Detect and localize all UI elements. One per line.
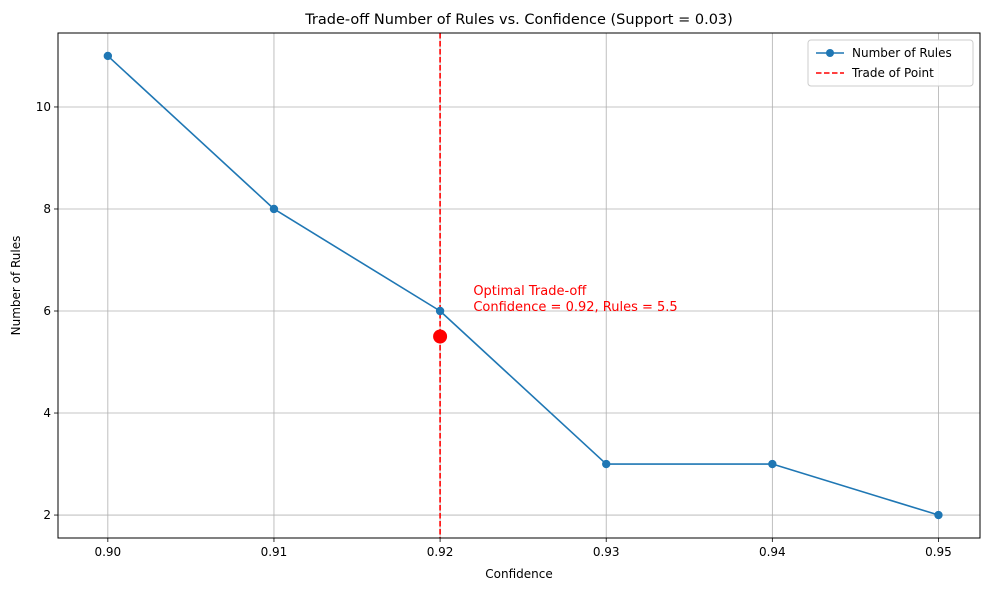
legend-marker-series-dot xyxy=(826,49,834,57)
ticks: 0.90 0.91 0.92 0.93 0.94 0.95 2 4 6 8 10 xyxy=(36,100,952,559)
data-point xyxy=(103,51,113,61)
x-tick-label: 0.95 xyxy=(925,545,952,559)
x-tick-label: 0.90 xyxy=(94,545,121,559)
plot-frame xyxy=(57,32,981,539)
highlight-layer xyxy=(433,329,448,344)
y-tick-label: 6 xyxy=(43,304,51,318)
data-point xyxy=(435,306,445,316)
annotation-line-2: Confidence = 0.92, Rules = 5.5 xyxy=(473,300,677,315)
x-tick-label: 0.94 xyxy=(759,545,786,559)
series-layer xyxy=(103,51,943,520)
y-tick-label: 8 xyxy=(43,202,51,216)
legend: Number of Rules Trade of Point xyxy=(807,39,974,87)
data-point xyxy=(602,459,611,469)
data-point xyxy=(934,510,943,520)
optimal-point-marker xyxy=(433,329,448,344)
annotation-line-1: Optimal Trade-off xyxy=(473,284,587,299)
y-axis-label: Number of Rules xyxy=(9,236,23,336)
y-tick-label: 4 xyxy=(43,406,51,420)
chart-title: Trade-off Number of Rules vs. Confidence… xyxy=(304,12,733,28)
x-tick-label: 0.93 xyxy=(593,545,620,559)
series-line-number-of-rules xyxy=(107,55,939,516)
x-axis-label: Confidence xyxy=(485,567,552,581)
legend-label-trade-of-point: Trade of Point xyxy=(851,66,934,80)
x-tick-label: 0.92 xyxy=(427,545,454,559)
y-tick-label: 2 xyxy=(43,508,51,522)
x-tick-label: 0.91 xyxy=(261,545,288,559)
legend-box xyxy=(807,39,974,87)
data-point xyxy=(269,204,279,214)
y-tick-label: 10 xyxy=(36,100,51,114)
annotation: Optimal Trade-off Confidence = 0.92, Rul… xyxy=(473,284,677,315)
data-point xyxy=(768,459,777,469)
legend-label-number-of-rules: Number of Rules xyxy=(852,46,952,60)
